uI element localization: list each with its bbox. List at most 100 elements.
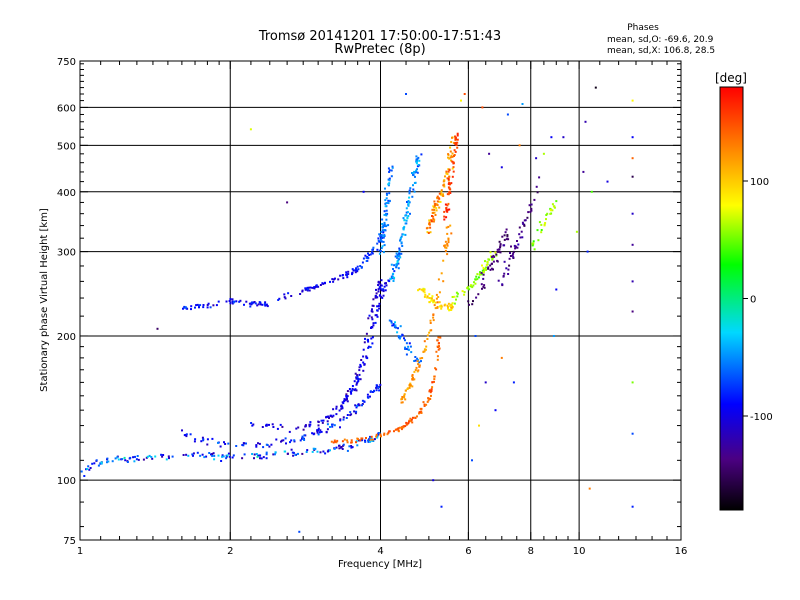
data-point (161, 455, 164, 458)
data-point (472, 284, 475, 287)
data-point (356, 437, 359, 440)
data-point (347, 270, 350, 273)
data-point (192, 454, 194, 457)
data-point (370, 337, 373, 340)
y-tick-label: 500 (57, 141, 76, 152)
data-point (209, 306, 212, 309)
data-point (531, 242, 534, 245)
data-point (330, 440, 333, 443)
data-point (123, 456, 126, 459)
data-point (414, 171, 417, 174)
data-point (194, 306, 196, 309)
data-point (365, 260, 368, 262)
data-point (405, 219, 408, 222)
data-point (369, 440, 372, 443)
data-point (444, 203, 447, 206)
data-point (326, 420, 329, 423)
data-point (383, 225, 386, 227)
data-point (346, 398, 348, 400)
data-point (496, 248, 499, 251)
data-point (301, 290, 304, 293)
data-point (428, 293, 431, 296)
data-point (432, 205, 435, 208)
data-point (509, 255, 512, 257)
data-point (266, 305, 269, 308)
data-point (375, 292, 378, 295)
data-point (475, 296, 478, 299)
data-point (320, 419, 323, 422)
data-point (316, 450, 319, 453)
data-point (206, 306, 209, 309)
data-point (383, 234, 386, 236)
data-point (321, 282, 324, 285)
data-point (471, 303, 474, 306)
data-point (379, 235, 382, 238)
data-point (371, 248, 374, 251)
data-point (527, 211, 530, 214)
data-point (378, 281, 381, 284)
data-point (447, 156, 449, 159)
data-point (450, 141, 453, 143)
data-point (405, 348, 408, 350)
data-point (443, 244, 446, 247)
data-point (362, 369, 365, 372)
data-point (496, 250, 499, 253)
data-point (106, 461, 108, 464)
data-point (436, 358, 439, 361)
data-point (345, 393, 348, 396)
data-point (413, 190, 416, 193)
data-point (376, 248, 379, 251)
data-point (331, 423, 333, 426)
data-point (521, 103, 524, 105)
data-point (404, 233, 407, 236)
data-point (448, 186, 451, 189)
data-point (363, 400, 366, 403)
data-point (432, 211, 435, 214)
data-point (189, 433, 192, 436)
data-point (447, 170, 450, 173)
data-point (241, 457, 244, 460)
data-point (499, 244, 502, 247)
data-point (212, 304, 215, 307)
data-point (301, 435, 304, 438)
data-point (369, 435, 371, 438)
data-point (428, 301, 431, 304)
data-point (206, 443, 209, 446)
data-point (293, 439, 296, 442)
data-point (450, 232, 453, 235)
data-point (532, 240, 535, 243)
data-point (397, 262, 400, 265)
data-point (392, 323, 395, 326)
data-point (399, 236, 402, 239)
data-point (437, 336, 440, 339)
data-point (351, 387, 354, 390)
data-point (358, 366, 361, 369)
data-point (390, 275, 393, 278)
data-point (397, 255, 400, 257)
data-point (407, 204, 410, 207)
data-point (433, 205, 436, 208)
data-point (397, 259, 400, 262)
data-point (409, 417, 412, 420)
data-point (378, 389, 381, 392)
data-point (442, 195, 445, 197)
data-point (290, 295, 293, 297)
data-point (382, 240, 385, 243)
data-point (375, 288, 377, 291)
data-point (436, 355, 439, 358)
data-point (353, 410, 356, 413)
data-point (319, 284, 322, 286)
data-point (339, 419, 342, 422)
data-point (400, 235, 403, 238)
data-point (392, 276, 394, 279)
data-point (428, 221, 431, 224)
data-point (407, 422, 410, 425)
data-point (417, 156, 420, 159)
data-point (416, 168, 418, 171)
data-point (466, 286, 469, 289)
data-point (232, 454, 235, 457)
data-point (384, 187, 386, 190)
data-point (231, 300, 234, 303)
data-point (137, 458, 140, 461)
data-point (429, 391, 432, 394)
